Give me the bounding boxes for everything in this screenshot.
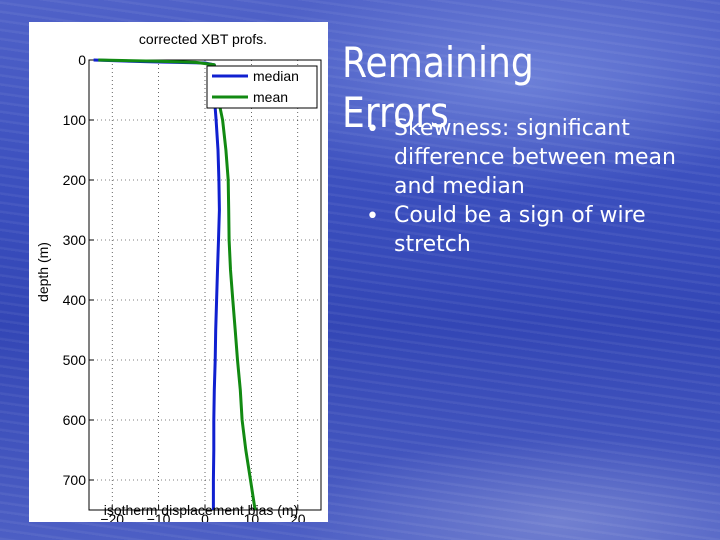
bullet-text: Skewness: significant difference between… xyxy=(394,116,676,199)
y-tick-label: 400 xyxy=(63,292,87,308)
y-tick-label: 0 xyxy=(78,52,86,68)
y-tick-label: 500 xyxy=(63,352,87,368)
y-tick-label: 300 xyxy=(63,232,87,248)
y-tick-label: 600 xyxy=(63,412,87,428)
slide-title: Remaining Errors xyxy=(342,38,534,137)
x-tick-label: 0 xyxy=(201,511,209,522)
x-axis-label: isotherm displacement bias (m) xyxy=(104,502,299,518)
chart-panel: corrected XBT profs. −20 −10 0 10 20 0 100 200 3… xyxy=(29,22,328,527)
legend-box xyxy=(206,65,318,109)
bullet-item: • Could be a sign of wire stretch xyxy=(366,201,706,259)
bullet-icon: • xyxy=(366,117,379,142)
y-axis-label: depth (m) xyxy=(35,242,51,302)
legend: median mean xyxy=(206,65,318,109)
legend-label-median: median xyxy=(253,68,299,84)
chart-title: corrected XBT profs. xyxy=(139,31,267,47)
grid xyxy=(89,60,321,510)
bullet-list: • Skewness: significant difference betwe… xyxy=(366,114,706,259)
y-tick-label: 200 xyxy=(63,172,87,188)
y-tick-label: 100 xyxy=(63,112,87,128)
bullet-text: Could be a sign of wire stretch xyxy=(394,203,646,257)
legend-label-mean: mean xyxy=(253,89,288,105)
bullet-item: • Skewness: significant difference betwe… xyxy=(366,114,706,201)
bullet-icon: • xyxy=(366,204,379,229)
depth-profile-chart: corrected XBT profs. −20 −10 0 10 2001002003… xyxy=(35,31,322,527)
y-tick-label: 700 xyxy=(63,472,87,488)
